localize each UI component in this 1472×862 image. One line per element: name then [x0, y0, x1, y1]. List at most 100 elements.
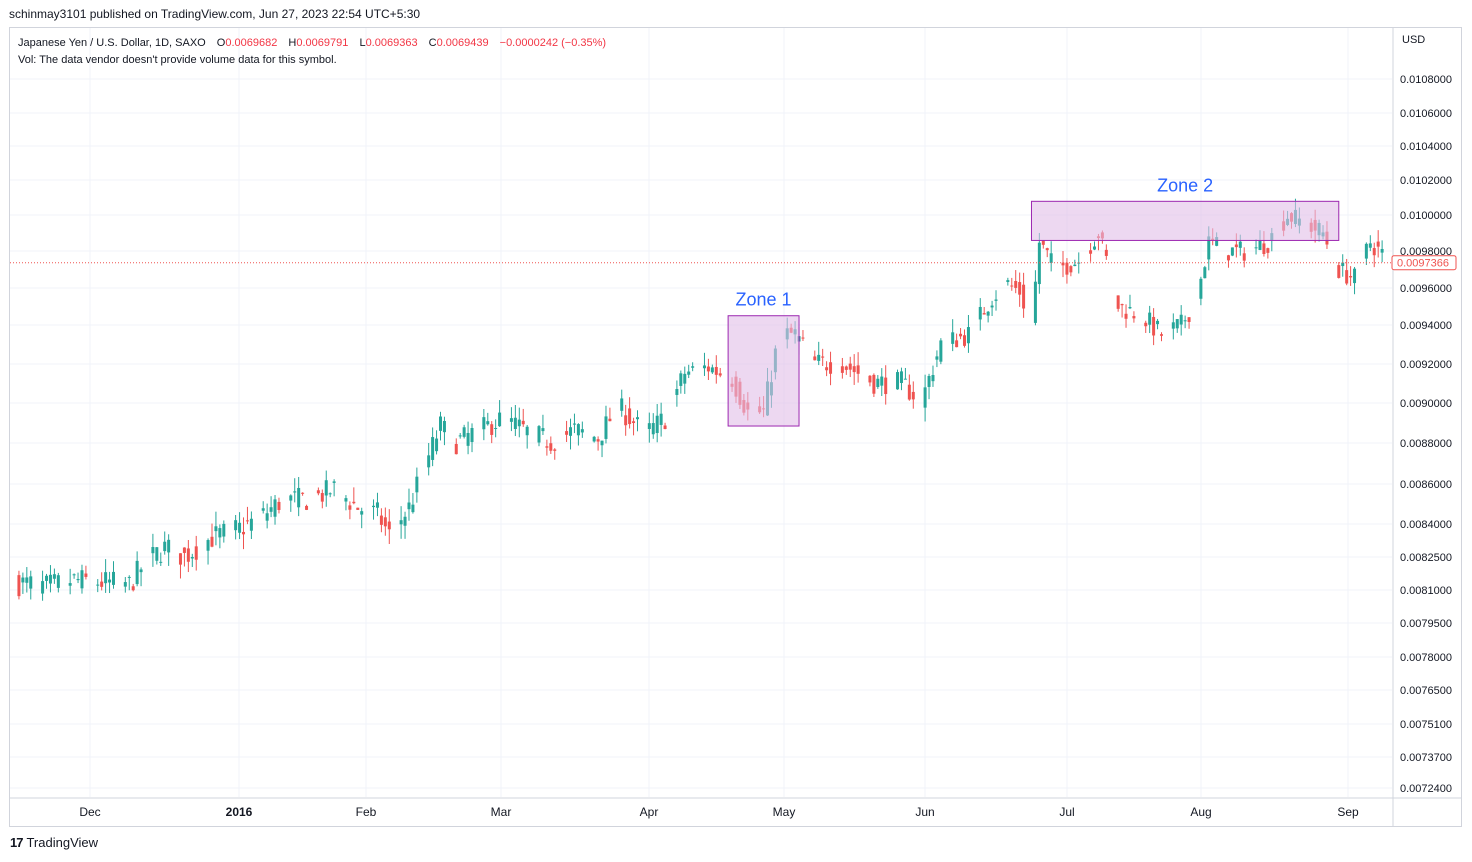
candle-body — [801, 337, 805, 339]
candle-body — [604, 416, 608, 439]
price-tick-label: 0.0072400 — [1400, 783, 1452, 795]
legend-ohlc-row: Japanese Yen / U.S. Dollar, 1D, SAXO O0.… — [18, 35, 606, 52]
candle-body — [1041, 240, 1045, 245]
candle-body — [1171, 322, 1175, 329]
candle-body — [903, 378, 907, 380]
candle-body — [868, 375, 872, 383]
candle-body — [297, 487, 301, 508]
candle-body — [927, 375, 931, 387]
candle-body — [494, 427, 498, 429]
candle-body — [553, 449, 557, 451]
candle-body — [1254, 247, 1258, 249]
candle-body — [261, 508, 265, 511]
candle-body — [848, 363, 852, 370]
candle-body — [273, 499, 277, 517]
time-axis-label: Sep — [1337, 805, 1359, 819]
candle-body — [829, 362, 833, 374]
candle-body — [301, 492, 305, 494]
candle-body — [1262, 243, 1266, 254]
price-tick-label: 0.0106000 — [1400, 108, 1452, 120]
candle-body — [1037, 242, 1041, 285]
candle-body — [576, 424, 580, 436]
candle-body — [76, 579, 80, 581]
candle-body — [139, 569, 143, 573]
candle-body — [687, 371, 691, 375]
candle-body — [620, 398, 624, 411]
candle-body — [856, 365, 860, 374]
chart-legend: Japanese Yen / U.S. Dollar, 1D, SAXO O0.… — [18, 35, 606, 69]
candle-body — [1022, 284, 1026, 309]
candle-body — [549, 443, 553, 451]
time-axis-label: Jul — [1059, 805, 1074, 819]
candle-body — [572, 423, 576, 425]
candle-body — [624, 415, 628, 426]
candle-body — [872, 374, 876, 394]
candle-body — [880, 376, 884, 386]
candle-body — [222, 523, 226, 537]
candle-body — [962, 335, 966, 346]
candle-body — [1132, 316, 1136, 319]
candle-body — [84, 573, 88, 577]
candle-body — [182, 547, 186, 553]
zone-label: Zone 2 — [1157, 175, 1213, 195]
candle-body — [1014, 280, 1018, 288]
candle-body — [151, 547, 155, 554]
candle-body — [68, 583, 72, 586]
candle-body — [935, 356, 939, 360]
candle-body — [1345, 270, 1349, 284]
zone-rect[interactable] — [727, 315, 800, 427]
price-tick-label: 0.0075100 — [1400, 719, 1452, 731]
currency-selector[interactable]: USD — [1402, 34, 1426, 46]
candle-body — [714, 366, 718, 375]
candle-body — [852, 366, 856, 373]
candle-body — [596, 439, 600, 442]
price-tick-label: 0.0092000 — [1400, 359, 1452, 371]
candle-body — [939, 340, 943, 362]
time-axis-label: Jun — [915, 805, 934, 819]
legend-open-label: O — [216, 37, 226, 49]
time-axis-label: Dec — [79, 805, 100, 819]
candle-body — [458, 435, 462, 437]
candle-body — [439, 416, 443, 431]
price-axis: 0.0108000 0.0106000 0.0104000 0.0102000 0.01… — [10, 74, 1457, 795]
candle-body — [1234, 244, 1238, 248]
candle-body — [320, 493, 324, 502]
legend-high-label: H — [288, 37, 297, 49]
candle-body — [21, 577, 25, 583]
legend-high-value: 0.0069791 — [296, 37, 349, 49]
time-axis-label: Aug — [1190, 805, 1211, 819]
candle-body — [1116, 295, 1120, 309]
candle-body — [1364, 243, 1368, 259]
candle-body — [96, 584, 100, 586]
published-line: schinmay3101 published on TradingView.co… — [9, 7, 421, 21]
footer-branding[interactable]: 17 TradingView — [10, 835, 98, 850]
candle-body — [1203, 267, 1207, 279]
candle-body — [1104, 249, 1108, 256]
candle-body — [876, 378, 880, 387]
candle-body — [167, 539, 171, 553]
candle-body — [1144, 322, 1148, 327]
candle-body — [813, 356, 817, 361]
candle-body — [663, 425, 667, 429]
candle-body — [1033, 281, 1037, 323]
candle-body — [1266, 248, 1270, 253]
price-tick-label: 0.0081000 — [1400, 585, 1452, 597]
candle-body — [375, 502, 379, 508]
zones-group: Zone 1 Zone 2 — [727, 175, 1340, 427]
time-axis-label: 2016 — [226, 805, 253, 819]
candle-body — [155, 547, 159, 561]
candle-body — [710, 367, 714, 373]
candle-body — [163, 541, 167, 552]
candle-body — [635, 417, 639, 420]
candle-body — [1148, 312, 1152, 325]
candle-body — [1341, 262, 1345, 267]
candle-body — [316, 490, 320, 494]
price-tick-label: 0.0104000 — [1400, 141, 1452, 153]
price-tick-label: 0.0084000 — [1400, 519, 1452, 531]
candle-body — [442, 420, 446, 433]
price-tick-label: 0.0073700 — [1400, 752, 1452, 764]
candle-body — [100, 581, 104, 587]
zone-rect[interactable] — [1030, 200, 1340, 241]
candle-body — [29, 576, 33, 589]
